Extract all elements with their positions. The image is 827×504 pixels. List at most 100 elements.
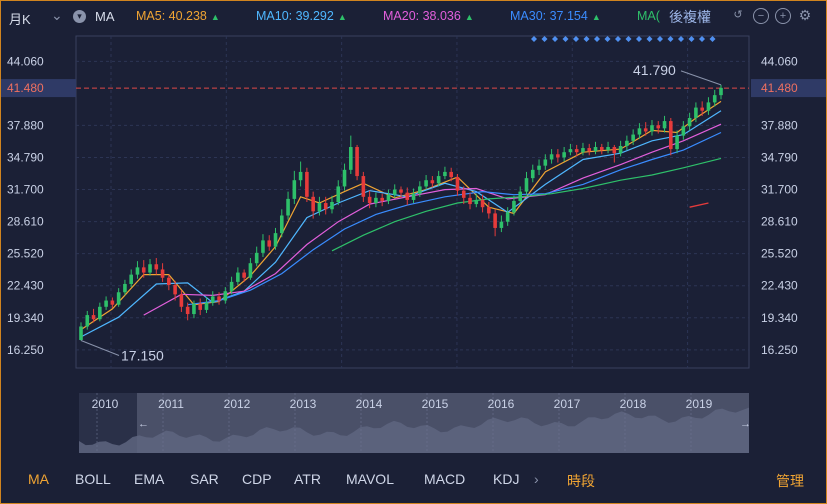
candle-body: [148, 264, 152, 273]
candle-body: [273, 233, 278, 247]
low-leader-line: [80, 340, 120, 356]
candle-body: [706, 102, 711, 111]
candle-body: [411, 193, 416, 200]
y-tick-label-left: 22.430: [7, 279, 44, 293]
candle-body: [254, 252, 259, 264]
candle-body: [637, 128, 642, 135]
candle-body: [317, 203, 322, 212]
candle-body: [173, 285, 177, 295]
candle-body: [493, 213, 497, 228]
high-leader-line: [680, 70, 722, 86]
candle-body: [675, 135, 679, 150]
navigator-year-label: 2010: [92, 397, 119, 411]
plot-frame: [75, 35, 750, 369]
indicator-tab-mavol[interactable]: MAVOL: [346, 471, 394, 487]
candle-body: [524, 178, 529, 192]
ma-line-ma5: [80, 100, 722, 331]
candle-body: [85, 315, 90, 327]
candle-body: [261, 240, 265, 253]
candle-body: [518, 191, 523, 201]
period-selector[interactable]: 月K: [9, 12, 31, 27]
gear-icon[interactable]: ⚙: [798, 7, 812, 23]
ma5-value: MA5: 40.238 ▲: [136, 9, 220, 23]
candle-body: [574, 149, 579, 153]
candle-body: [455, 177, 460, 191]
candle-body: [543, 159, 548, 166]
candle-body: [323, 203, 328, 210]
chart-canvas: 44.060 44.060 37.880 37.880 34.790 34.790 31.7…: [1, 35, 826, 386]
navigator-year-label: 2011: [158, 397, 184, 411]
candle-body: [242, 272, 246, 278]
indicator-tab-boll[interactable]: BOLL: [75, 471, 111, 487]
chevron-right-icon[interactable]: ›: [534, 471, 539, 487]
ma60-value: MA(: [637, 9, 660, 23]
indicator-tab-macd[interactable]: MACD: [424, 471, 466, 487]
candle-body: [443, 171, 447, 177]
candle-body: [91, 315, 96, 320]
candle-body: [167, 277, 171, 285]
candle-body: [612, 147, 617, 154]
navigator-year-label: 2014: [356, 397, 383, 411]
candle-body: [537, 165, 541, 170]
indicator-tab-atr[interactable]: ATR: [294, 471, 321, 487]
candle-body: [374, 197, 378, 204]
ma20-value: MA20: 38.036 ▲: [383, 9, 474, 23]
indicator-tab-sar[interactable]: SAR: [190, 471, 219, 487]
navigator-canvas: 2010 2011 2012 2013 2014 2015 2016 2017 2018 2019…: [79, 393, 751, 453]
event-marker-icon: [688, 36, 695, 42]
current-price-badge-right: [751, 79, 826, 98]
candle-body: [606, 147, 610, 151]
period-link[interactable]: 時段: [567, 473, 595, 489]
event-marker-icon: [604, 36, 611, 42]
event-marker-icon: [636, 36, 642, 42]
y-tick-label-right: 37.880: [761, 118, 798, 132]
range-navigator[interactable]: 2010 2011 2012 2013 2014 2015 2016 2017 2018 2019…: [79, 393, 751, 453]
candle-body: [549, 154, 554, 160]
y-tick-label-right: 28.610: [761, 215, 798, 229]
candle-body: [480, 199, 485, 208]
navigator-right-arrow-icon[interactable]: →: [740, 418, 751, 430]
event-marker-icon: [594, 36, 600, 42]
event-marker-icon: [678, 36, 684, 42]
candle-body: [499, 221, 504, 228]
candle-body: [204, 302, 209, 310]
zoom-in-icon[interactable]: +: [775, 8, 791, 24]
candle-body: [279, 215, 284, 234]
event-marker-icon: [709, 36, 716, 42]
indicator-tab-ma[interactable]: MA: [28, 471, 49, 487]
y-tick-label-left: 37.880: [7, 118, 44, 132]
navigator-area: [79, 407, 749, 453]
indicator-tab-ema[interactable]: EMA: [134, 471, 165, 487]
navigator-left-arrow-icon[interactable]: ←: [138, 418, 149, 430]
event-marker-icon: [573, 36, 579, 42]
indicator-dropdown-icon[interactable]: ▾: [73, 10, 86, 23]
candle-body: [236, 272, 240, 282]
candle-body: [618, 145, 623, 154]
chevron-down-icon[interactable]: ⌄: [51, 7, 63, 23]
undo-icon[interactable]: ↺: [733, 9, 743, 21]
high-price-label: 41.790: [633, 62, 676, 78]
candle-body: [267, 240, 272, 247]
candle-body: [631, 134, 635, 141]
event-marker-icon: [699, 36, 705, 42]
adjust-mode-button[interactable]: 後複權: [669, 9, 711, 25]
ma-indicator-label[interactable]: MA: [95, 9, 115, 24]
indicator-tab-kdj[interactable]: KDJ: [493, 471, 520, 487]
event-marker-icon: [646, 36, 653, 42]
event-marker-icon: [541, 36, 548, 42]
toolbar: 月K ⌄ ▾ MA MA5: 40.238 ▲ MA10: 39.292 ▲ MA2…: [1, 1, 826, 31]
manage-button[interactable]: 管理: [776, 473, 804, 489]
candle-body: [123, 283, 127, 293]
candle-body: [719, 87, 723, 96]
indicator-tab-cdp[interactable]: CDP: [242, 471, 272, 487]
candle-body: [505, 212, 510, 222]
candle-body: [712, 95, 717, 103]
ma10-value: MA10: 39.292 ▲: [256, 9, 347, 23]
candle-body: [461, 190, 466, 198]
zoom-out-icon[interactable]: −: [753, 8, 769, 24]
y-tick-label-right: 25.520: [761, 247, 798, 261]
candle-body: [98, 306, 102, 320]
candle-body: [129, 274, 133, 284]
candlestick-chart[interactable]: 44.060 44.060 37.880 37.880 34.790 34.790 31.7…: [1, 31, 826, 386]
